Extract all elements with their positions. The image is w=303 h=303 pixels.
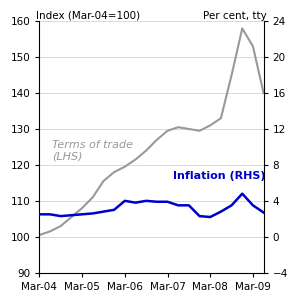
Text: Terms of trade
(LHS): Terms of trade (LHS) xyxy=(52,140,133,161)
Text: Index (Mar-04=100): Index (Mar-04=100) xyxy=(36,11,141,21)
Text: Per cent, tty: Per cent, tty xyxy=(203,11,267,21)
Text: Inflation (RHS): Inflation (RHS) xyxy=(173,171,265,181)
